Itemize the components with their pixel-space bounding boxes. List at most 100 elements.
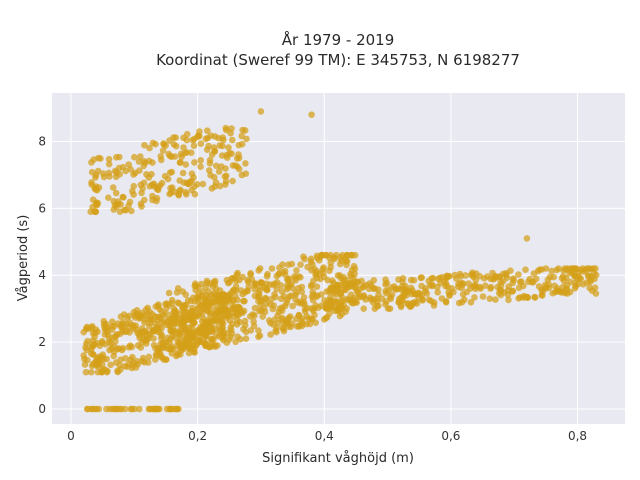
data-point xyxy=(300,253,307,260)
data-point xyxy=(313,293,321,300)
data-point xyxy=(161,172,169,180)
data-point xyxy=(312,271,320,279)
data-point xyxy=(450,288,457,296)
data-point xyxy=(382,276,389,284)
data-point xyxy=(304,263,311,271)
data-point xyxy=(244,276,251,284)
data-point xyxy=(122,167,129,175)
data-point xyxy=(592,290,600,297)
data-point xyxy=(242,170,250,177)
data-point xyxy=(509,275,517,282)
data-point xyxy=(555,287,562,295)
data-point xyxy=(196,333,203,340)
data-point xyxy=(271,316,279,323)
data-point xyxy=(574,280,582,288)
data-point xyxy=(100,170,107,177)
data-point xyxy=(461,296,468,304)
data-point xyxy=(275,270,283,278)
data-point xyxy=(551,282,558,290)
data-point xyxy=(539,288,546,296)
data-point xyxy=(305,315,313,322)
data-point xyxy=(176,330,184,338)
data-point xyxy=(187,149,195,156)
data-point xyxy=(310,277,317,285)
data-point xyxy=(472,270,480,277)
data-point xyxy=(145,405,153,413)
data-point xyxy=(312,302,320,309)
data-point xyxy=(183,136,191,144)
data-point xyxy=(152,356,159,363)
data-point xyxy=(222,165,229,172)
data-point xyxy=(126,319,134,326)
data-point xyxy=(337,275,345,282)
data-point xyxy=(121,405,129,413)
data-point xyxy=(241,322,249,329)
data-point xyxy=(215,322,222,330)
data-point xyxy=(208,151,216,158)
data-point xyxy=(92,171,100,179)
data-point xyxy=(563,281,571,289)
data-point xyxy=(229,136,236,144)
data-point xyxy=(130,191,137,198)
data-point xyxy=(465,280,472,287)
data-point xyxy=(229,310,236,317)
data-point xyxy=(87,208,94,215)
data-point xyxy=(385,286,392,294)
data-point xyxy=(194,305,201,313)
data-point xyxy=(434,283,441,291)
data-point xyxy=(350,294,358,302)
data-point xyxy=(181,302,188,310)
y-tick-label: 6 xyxy=(38,201,46,215)
data-point xyxy=(247,270,254,277)
tick-labels: 0 0,2 0,4 0,6 0,8 0 2 4 6 8 xyxy=(38,134,587,443)
data-point xyxy=(146,144,153,152)
data-point xyxy=(585,265,593,272)
data-point xyxy=(213,301,221,309)
data-point xyxy=(191,298,199,305)
data-point xyxy=(131,153,138,161)
data-point xyxy=(467,299,475,306)
data-point xyxy=(90,351,97,358)
data-point xyxy=(177,186,184,194)
data-point xyxy=(492,296,499,303)
data-point xyxy=(101,366,109,374)
data-point xyxy=(412,290,420,298)
data-point xyxy=(172,142,180,150)
data-point xyxy=(337,254,345,261)
data-point xyxy=(487,285,494,292)
data-point xyxy=(522,266,529,274)
data-point xyxy=(210,289,218,297)
data-point xyxy=(251,304,259,312)
data-point xyxy=(297,261,304,269)
data-point xyxy=(463,288,471,296)
data-point xyxy=(145,174,153,181)
data-point xyxy=(147,316,154,323)
data-point xyxy=(92,186,100,193)
data-point xyxy=(191,159,198,166)
data-point xyxy=(347,251,355,259)
data-point xyxy=(308,111,315,118)
data-point xyxy=(528,279,536,286)
data-point xyxy=(197,323,204,331)
data-point xyxy=(149,192,156,200)
data-point xyxy=(114,367,121,375)
data-point xyxy=(472,276,480,284)
data-point xyxy=(531,294,539,301)
data-point xyxy=(535,283,543,290)
x-tick-label: 0,6 xyxy=(441,429,460,443)
data-point xyxy=(158,332,166,340)
data-point xyxy=(174,351,181,358)
data-point xyxy=(560,267,567,275)
data-point xyxy=(293,315,300,323)
data-point xyxy=(120,194,127,201)
data-point xyxy=(111,201,119,209)
data-point xyxy=(471,294,478,301)
data-point xyxy=(108,345,116,353)
data-point xyxy=(208,185,216,192)
data-point xyxy=(388,291,396,299)
data-point xyxy=(197,140,205,147)
data-point xyxy=(136,405,143,413)
data-point xyxy=(271,291,278,298)
data-point xyxy=(549,289,556,297)
